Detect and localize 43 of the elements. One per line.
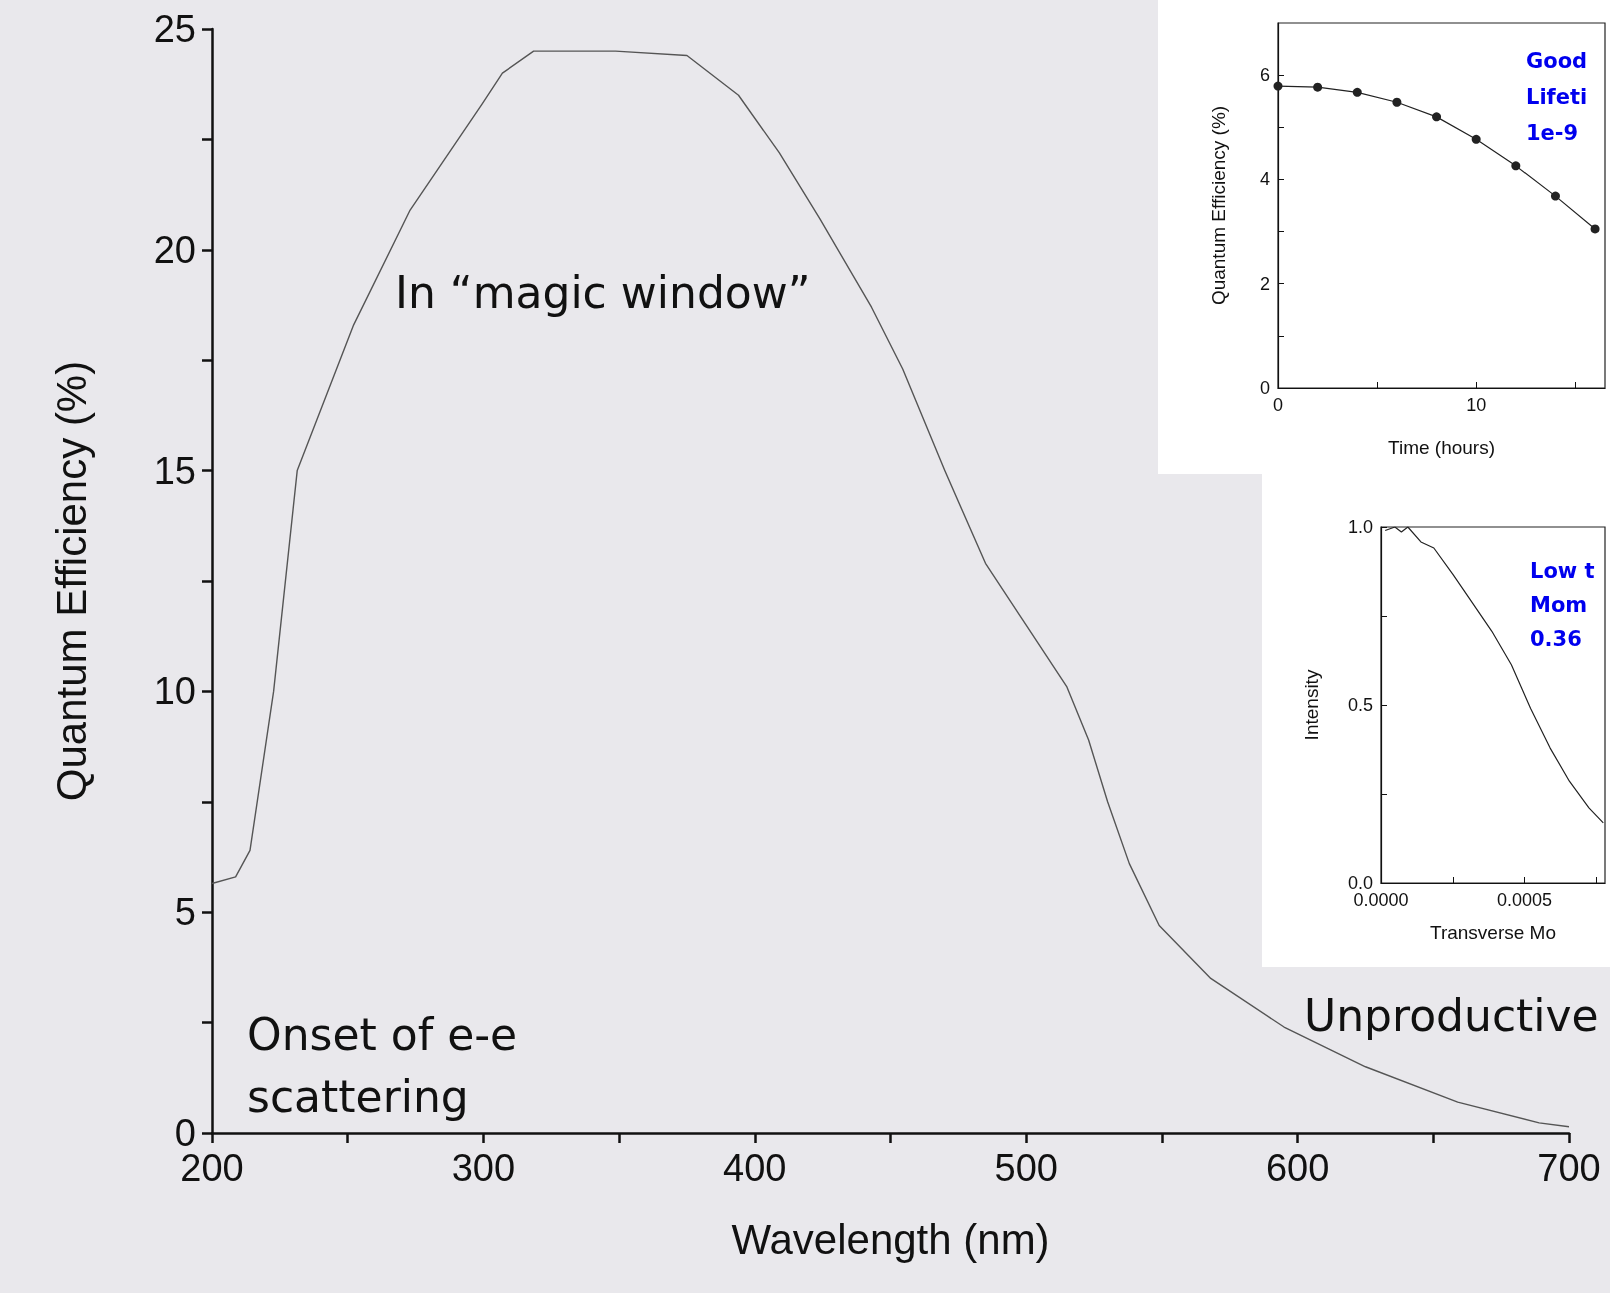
x-axis-title: Wavelength (nm) — [731, 1215, 1050, 1263]
annotation: In “magic window” — [395, 267, 811, 319]
y-tick-label: 2 — [1259, 273, 1270, 294]
point — [1550, 191, 1560, 201]
y-tick-label: 1.0 — [1347, 517, 1373, 537]
y-tick-label: 6 — [1259, 65, 1270, 86]
annotation: 0.36 — [1530, 626, 1582, 651]
y-axis-title: Quantum Efficiency (%) — [47, 360, 95, 802]
y-tick-label: 20 — [153, 228, 196, 271]
annotation: 1e-9 — [1526, 120, 1579, 145]
annotation: Good — [1526, 48, 1588, 73]
point — [1392, 97, 1402, 107]
point — [1511, 161, 1521, 171]
x-tick-label: 0.0000 — [1353, 890, 1409, 910]
point — [1471, 134, 1481, 144]
annotation: Low t — [1530, 558, 1595, 583]
y-axis-title: Intensity — [1301, 669, 1322, 741]
x-axis-title: Time (hours) — [1388, 437, 1495, 458]
y-tick-label: 0.5 — [1347, 695, 1373, 715]
x-tick-label: 400 — [723, 1147, 787, 1189]
y-tick-label: 0.0 — [1347, 873, 1373, 893]
annotation: Lifeti — [1526, 84, 1588, 109]
point — [1590, 224, 1600, 234]
y-tick-label: 10 — [153, 670, 196, 713]
y-tick-label: 25 — [153, 8, 196, 50]
y-tick-label: 15 — [153, 449, 196, 492]
y-tick-label: 5 — [174, 891, 196, 934]
x-axis-title: Transverse Mo — [1430, 922, 1556, 943]
annotation: Onset of e-e scattering — [247, 1009, 532, 1122]
point — [1352, 87, 1362, 97]
y-axis-title: Quantum Efficiency (%) — [1208, 105, 1229, 306]
annotation: Mom — [1530, 592, 1588, 617]
point — [1273, 81, 1283, 91]
x-tick-label: 300 — [451, 1147, 516, 1189]
x-tick-label: 500 — [994, 1147, 1058, 1189]
x-tick-label: 0.0005 — [1497, 890, 1553, 910]
x-tick-label: 600 — [1265, 1147, 1330, 1189]
y-tick-label: 0 — [1259, 378, 1270, 398]
annotation: Unproductive — [1304, 990, 1599, 1042]
y-tick-label: 4 — [1259, 169, 1270, 190]
point — [1432, 112, 1442, 122]
point — [1313, 82, 1323, 92]
x-tick-label: 700 — [1537, 1147, 1601, 1189]
